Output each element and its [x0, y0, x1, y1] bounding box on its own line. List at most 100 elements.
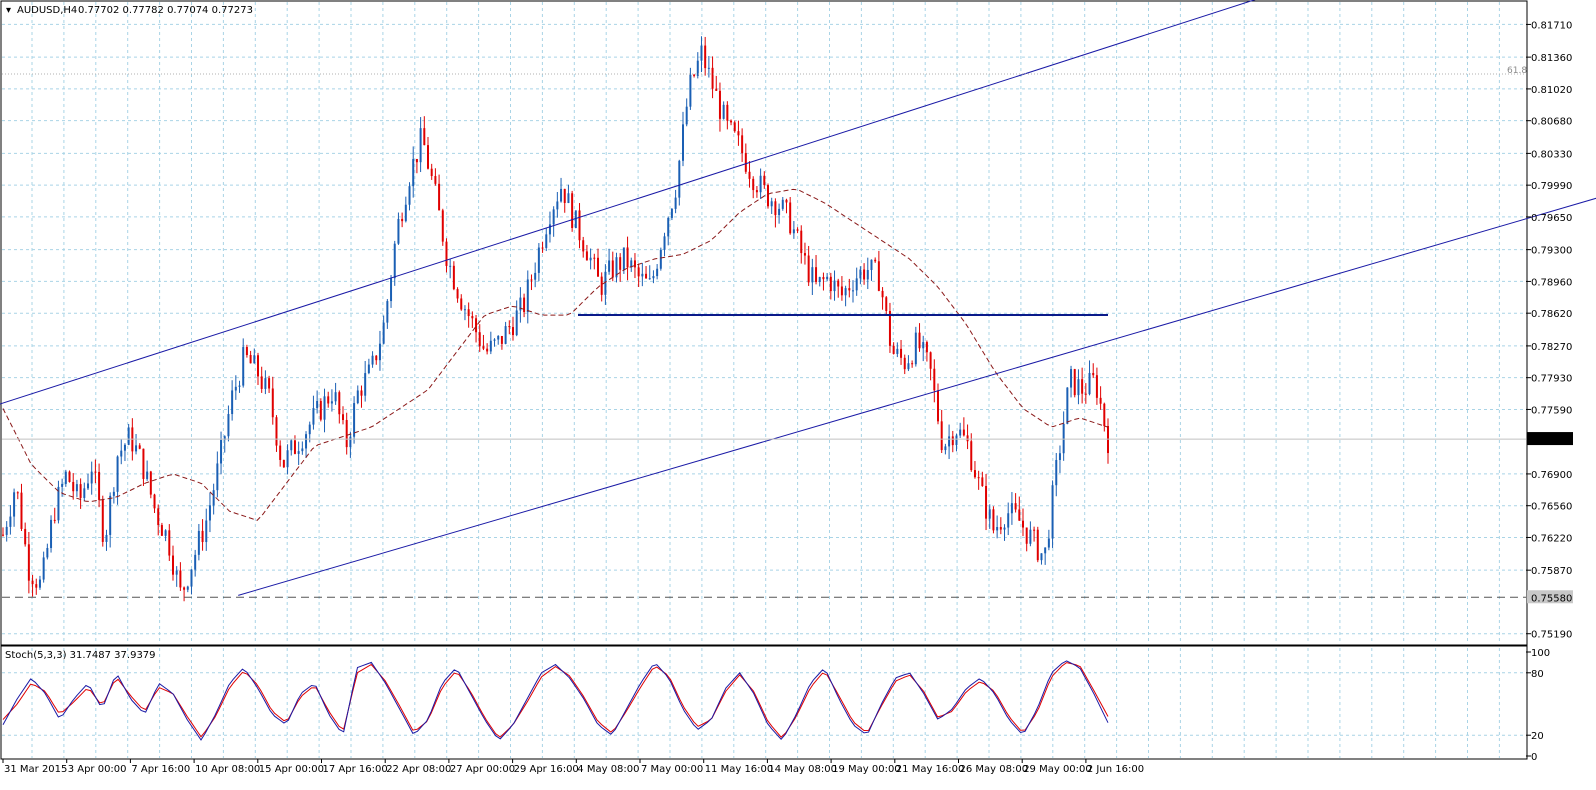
candle-body [282, 459, 285, 468]
candle-body [1010, 503, 1013, 514]
candle-body [918, 332, 921, 349]
candle-body [563, 188, 566, 203]
candle-body [172, 555, 174, 575]
candle-body [478, 332, 481, 347]
candle-body [38, 579, 41, 588]
candle-body [645, 273, 648, 279]
candle-body [888, 311, 891, 346]
candle-body [212, 490, 215, 506]
candle-body [260, 376, 263, 389]
candle-body [24, 528, 27, 545]
candle-body [759, 175, 762, 193]
candle-body [818, 277, 821, 282]
candle-body [109, 495, 112, 535]
candle-body [1029, 529, 1032, 544]
candle-body [445, 241, 448, 266]
candle-body [552, 209, 555, 225]
candle-body [730, 120, 733, 123]
candle-body [286, 450, 289, 468]
candle-body [560, 188, 563, 202]
stoch-main-line [2, 660, 1109, 741]
candle-body [815, 267, 818, 282]
candle-body [75, 484, 78, 492]
candle-body [1018, 509, 1021, 521]
candle-body [803, 253, 806, 256]
stoch-signal-line [2, 662, 1109, 738]
candle-body [371, 355, 374, 365]
candle-body [72, 481, 75, 492]
time-tick-label: 29 Apr 16:00 [514, 764, 579, 775]
candle-body [79, 484, 82, 498]
candle-body [796, 229, 799, 231]
candle-body [179, 570, 182, 588]
support-badge-label: 0.75580 [1531, 593, 1572, 604]
candle-body [970, 441, 973, 471]
candle-body [208, 505, 211, 521]
candle-body [249, 355, 252, 364]
candle-body [870, 259, 873, 270]
candle-body [718, 90, 721, 119]
time-tick-label: 26 May 08:00 [960, 764, 1029, 775]
candle-body [733, 122, 736, 132]
candle-body [981, 477, 984, 486]
candle-body [238, 385, 241, 387]
candle-body [160, 525, 163, 536]
candle-body [441, 210, 444, 242]
candle-body [68, 471, 71, 482]
candle-body [1084, 393, 1087, 395]
candle-body [13, 492, 16, 517]
candle-body [290, 440, 293, 451]
channel-lower-line [238, 197, 1596, 596]
time-tick-label: 31 Mar 2015 [4, 764, 67, 775]
candle-body [500, 335, 503, 344]
candle-body [83, 488, 86, 498]
candle-body [1044, 547, 1047, 554]
candle-body [460, 298, 463, 310]
candle-body [330, 401, 333, 404]
candle-body [962, 429, 965, 436]
candle-body [674, 197, 677, 209]
candle-body [999, 527, 1002, 530]
candle-body [767, 185, 769, 207]
candle-body [700, 45, 703, 61]
candle-body [626, 247, 629, 268]
candle-body [386, 301, 389, 323]
candle-body [755, 190, 758, 193]
candle-body [652, 276, 655, 279]
candle-body [497, 335, 500, 340]
candle-body [925, 342, 928, 353]
candle-body [1022, 520, 1024, 528]
candle-body [408, 186, 411, 205]
candle-body [556, 201, 559, 210]
candle-body [914, 332, 917, 365]
candle-body [186, 586, 189, 590]
candle-body [844, 288, 847, 296]
candle-body [397, 218, 400, 244]
candle-body [866, 269, 869, 280]
stoch-label: Stoch(5,3,3) 31.7487 37.9379 [5, 650, 156, 661]
header-arrow-icon[interactable]: ▾ [6, 5, 11, 16]
candle-body [412, 158, 415, 187]
candle-body [319, 401, 322, 420]
candle-body [46, 547, 49, 558]
candle-body [297, 451, 300, 454]
candle-body [305, 434, 308, 449]
stoch-tick-label: 80 [1531, 669, 1544, 680]
channel-upper-line [0, 0, 1256, 405]
candle-body [349, 436, 352, 448]
candle-body [748, 171, 751, 179]
candle-body [279, 445, 282, 460]
candle-body [877, 261, 880, 291]
candle-body [763, 175, 766, 186]
price-tick-label: 0.81020 [1531, 85, 1572, 96]
candle-body [992, 509, 995, 531]
candle-body [512, 327, 514, 336]
candle-body [87, 483, 89, 489]
candle-body [168, 530, 171, 556]
candle-body [1095, 375, 1098, 398]
candle-body [415, 158, 418, 163]
current-price-label: 0.77273 [1531, 435, 1572, 446]
candle-body [792, 229, 795, 234]
candle-body [508, 326, 511, 328]
